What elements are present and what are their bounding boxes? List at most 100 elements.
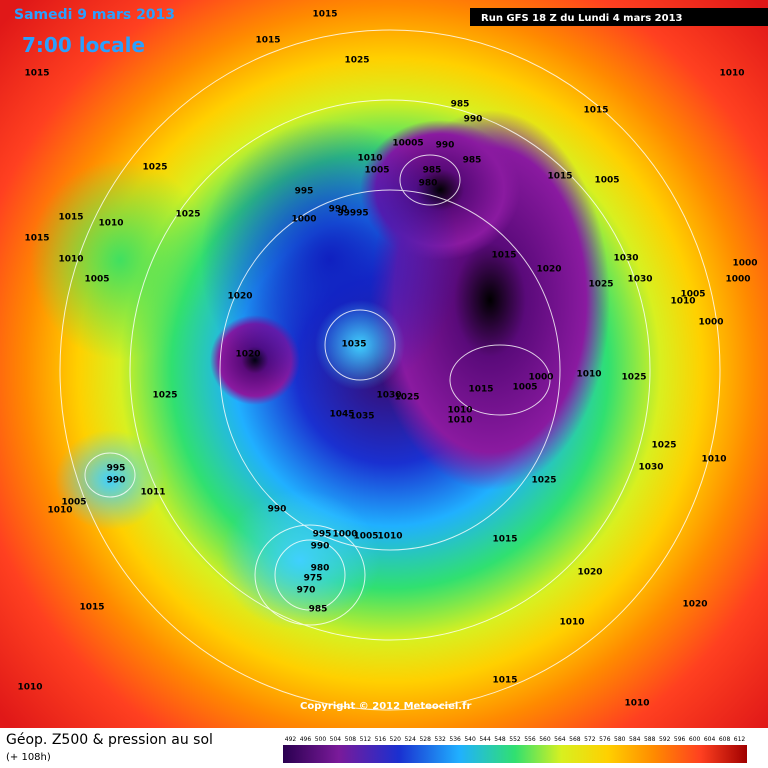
isobar-label: 990 xyxy=(464,115,483,125)
legend-value: 500 xyxy=(315,736,327,743)
isobar-label: 1010 xyxy=(47,506,72,516)
legend-value: 592 xyxy=(659,736,671,743)
ridge xyxy=(220,490,380,630)
legend-value: 492 xyxy=(285,736,297,743)
legend-value: 540 xyxy=(464,736,476,743)
legend-value: 604 xyxy=(704,736,716,743)
isobar-label: 1000 xyxy=(332,530,357,540)
isobar-label: 10005 xyxy=(392,139,423,149)
legend-value: 536 xyxy=(449,736,461,743)
isobar-label: 1000 xyxy=(698,318,723,328)
isobar-label: 1025 xyxy=(152,391,177,401)
legend: 492 496 500 504 508 512 516 520 524 528 532 536 540 5… xyxy=(285,736,746,743)
run-banner xyxy=(470,8,768,26)
isobar-label: 1030 xyxy=(376,391,401,401)
isobar-label: 1011 xyxy=(140,488,165,498)
forecast-lead: (+ 108h) xyxy=(6,752,51,763)
isobar-label: 1010 xyxy=(670,297,695,307)
legend-value: 568 xyxy=(569,736,581,743)
isobar-label: 1015 xyxy=(58,213,83,223)
isobar-label: 995 xyxy=(107,464,126,474)
isobar-label: 1015 xyxy=(24,69,49,79)
isobar-label: 1015 xyxy=(492,676,517,686)
legend-value: 524 xyxy=(404,736,416,743)
isobars xyxy=(59,29,721,711)
isobar-label: 1020 xyxy=(682,600,707,610)
map-time: 7:00 locale xyxy=(22,33,145,57)
isobar-label: 985 xyxy=(309,605,328,615)
isobar-label: 1030 xyxy=(627,275,652,285)
color-scale xyxy=(283,745,747,763)
ridge xyxy=(315,300,405,390)
isobar-label: 1010 xyxy=(447,416,472,426)
isobar-label: 1010 xyxy=(357,154,382,164)
legend-value: 608 xyxy=(719,736,731,743)
map-date: Samedi 9 mars 2013 xyxy=(14,7,175,23)
isobar-label: 1000 xyxy=(291,215,316,225)
isobar-label: 1005 xyxy=(61,498,86,508)
legend-value: 564 xyxy=(554,736,566,743)
isobar-label: 990 xyxy=(107,476,126,486)
isobar-label: 975 xyxy=(304,574,323,584)
isobar-label: 1025 xyxy=(651,441,676,451)
isobar-label: 1015 xyxy=(312,10,337,20)
isobar-label: 1010 xyxy=(624,699,649,709)
legend-value: 508 xyxy=(345,736,357,743)
isobar-label: 1015 xyxy=(24,234,49,244)
legend-value: 520 xyxy=(390,736,402,743)
isobar-label: 1000 xyxy=(528,373,553,383)
isobar-label: 1010 xyxy=(701,455,726,465)
isobar-label: 1000 xyxy=(732,259,757,269)
isobar-label: 1045 xyxy=(329,410,354,420)
legend-value: 600 xyxy=(689,736,701,743)
legend-value: 556 xyxy=(524,736,536,743)
isobar-label: 990 xyxy=(329,205,348,215)
isobar-label: 990 xyxy=(311,542,330,552)
isobar-label: 1015 xyxy=(491,251,516,261)
legend-value: 532 xyxy=(434,736,446,743)
isobar-label: 1020 xyxy=(536,265,561,275)
isobar-label: 980 xyxy=(311,564,330,574)
copyright: Copyright © 2012 Meteociel.fr xyxy=(300,701,471,712)
isobar-label: 1020 xyxy=(235,350,260,360)
isobar-label: 970 xyxy=(297,586,316,596)
isobar-label: 985 xyxy=(451,100,470,110)
legend-value: 516 xyxy=(375,736,387,743)
isobar-label: 990 xyxy=(268,505,287,515)
run-info: Run GFS 18 Z du Lundi 4 mars 2013 xyxy=(481,13,683,24)
isobar-label: 1010 xyxy=(377,532,402,542)
ridge xyxy=(55,430,165,530)
isobar-label: 1010 xyxy=(17,683,42,693)
isobar-label: 1025 xyxy=(394,393,419,403)
legend-value: 512 xyxy=(360,736,372,743)
isobar-label: 1005 xyxy=(364,166,389,176)
legend-value: 576 xyxy=(599,736,611,743)
legend-value: 588 xyxy=(644,736,656,743)
isobar-label: 995 xyxy=(295,187,314,197)
isobar-label: 1015 xyxy=(255,36,280,46)
isobar-label: 1030 xyxy=(613,254,638,264)
isobar-label: 1025 xyxy=(588,280,613,290)
legend-value: 544 xyxy=(479,736,491,743)
isobar-label: 1025 xyxy=(531,476,556,486)
isobar-label: 1010 xyxy=(58,255,83,265)
isobar-label: 1025 xyxy=(175,210,200,220)
isobar-label: 1020 xyxy=(577,568,602,578)
isobar-label: 1025 xyxy=(621,373,646,383)
isobar-label: 1015 xyxy=(583,106,608,116)
legend-value: 580 xyxy=(614,736,626,743)
isobar-label: 1020 xyxy=(227,292,252,302)
map-title: Géop. Z500 & pression au sol xyxy=(6,732,213,748)
isobar-label: 1005 xyxy=(84,275,109,285)
isobar-label: 1005 xyxy=(353,532,378,542)
isobar-label: 1035 xyxy=(341,340,366,350)
isobar-label: 1005 xyxy=(680,290,705,300)
legend-value: 552 xyxy=(509,736,521,743)
isobar-label: 1015 xyxy=(492,535,517,545)
legend-value: 612 xyxy=(734,736,746,743)
isobar-label: 99995 xyxy=(337,209,368,219)
isobar-label: 1015 xyxy=(547,172,572,182)
isobar-label: 1010 xyxy=(559,618,584,628)
